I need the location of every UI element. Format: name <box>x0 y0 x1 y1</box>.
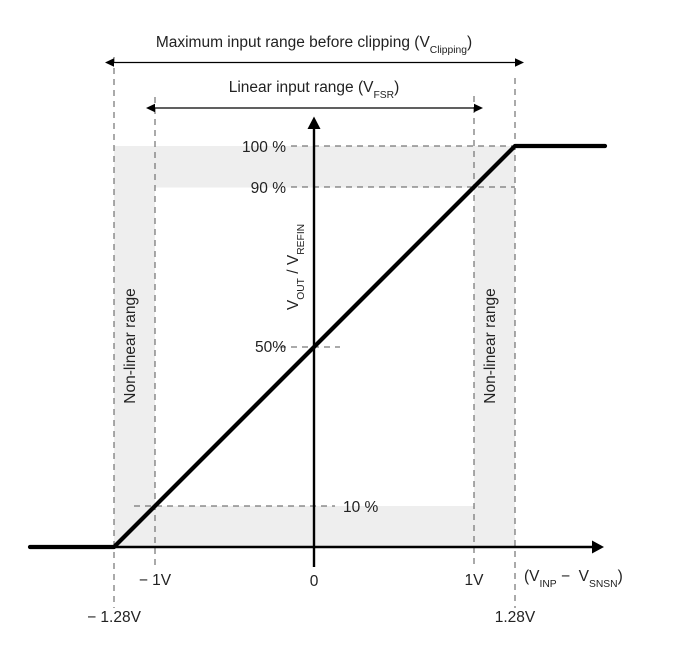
svg-text:− 1.28V: − 1.28V <box>87 609 142 626</box>
svg-text:Non-linear range: Non-linear range <box>122 288 139 403</box>
svg-text:0: 0 <box>310 573 319 590</box>
svg-text:50%: 50% <box>255 339 286 356</box>
svg-text:1V: 1V <box>465 572 485 589</box>
svg-text:VOUT / VREFIN: VOUT / VREFIN <box>285 224 307 310</box>
svg-text:Maximum input range before cli: Maximum input range before clipping (VCl… <box>156 34 472 56</box>
svg-text:Non-linear range: Non-linear range <box>482 288 499 403</box>
svg-text:− 1V: − 1V <box>139 572 172 589</box>
svg-text:Linear input range (VFSR): Linear input range (VFSR) <box>229 79 400 101</box>
svg-text:10 %: 10 % <box>343 499 379 516</box>
svg-text:1.28V: 1.28V <box>495 609 536 626</box>
svg-text:90 %: 90 % <box>251 180 287 197</box>
svg-text:(VINP − VSNSN): (VINP − VSNSN) <box>524 568 623 590</box>
svg-text:100 %: 100 % <box>242 139 286 156</box>
